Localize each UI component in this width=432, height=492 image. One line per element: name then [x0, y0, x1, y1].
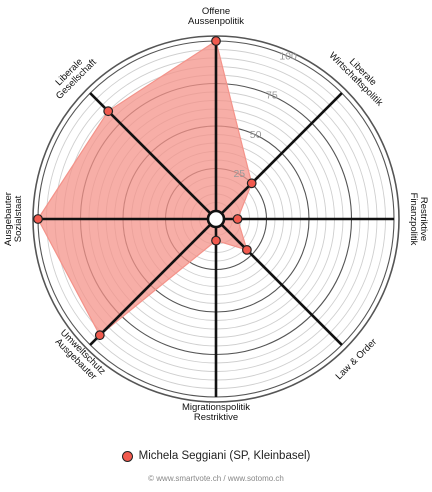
axis-label: Ausgebauter Sozialstaat — [3, 192, 24, 246]
axis-label-line: Offene — [202, 6, 230, 17]
axis-label-line: Restriktive — [194, 412, 238, 423]
axis-label-line: Ausgebauter — [3, 192, 14, 246]
axis-line — [220, 223, 343, 346]
outer-ring — [32, 35, 400, 403]
axis-label-line: Migrationspolitik — [182, 402, 250, 413]
data-point — [211, 235, 221, 246]
axis-label-line: Finanzpolitik — [408, 193, 419, 246]
data-point — [232, 214, 243, 224]
data-point — [94, 330, 105, 341]
tick-label: 100 — [279, 50, 297, 62]
center-hub — [206, 209, 226, 229]
axis-label-line: Aussenpolitik — [188, 16, 244, 27]
axis-line — [89, 223, 212, 346]
data-point — [33, 214, 43, 224]
tick-label: 75 — [266, 90, 278, 102]
data-point — [103, 106, 114, 117]
data-point — [211, 36, 221, 46]
axis-line — [220, 92, 343, 215]
tick-label: 50 — [250, 129, 262, 141]
tick-label: 25 — [233, 168, 245, 180]
footer-credit: © www.smartvote.ch / www.sotomo.ch — [148, 474, 284, 483]
legend-marker — [121, 450, 133, 462]
legend: Michela Seggiani (SP, Kleinbasel) — [0, 446, 432, 466]
axis-label-line: Restriktive — [418, 197, 429, 241]
data-point — [246, 178, 257, 189]
legend-label: Michela Seggiani (SP, Kleinbasel) — [138, 450, 311, 462]
data-point — [241, 244, 252, 255]
axis-label-line: Sozialstaat — [13, 195, 24, 242]
